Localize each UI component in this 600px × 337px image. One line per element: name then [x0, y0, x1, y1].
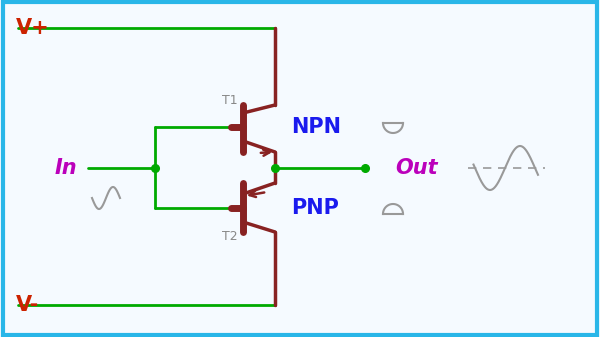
- Text: NPN: NPN: [291, 117, 341, 137]
- Text: PNP: PNP: [291, 198, 339, 218]
- Text: In: In: [55, 158, 77, 178]
- Text: T1: T1: [223, 94, 238, 107]
- Text: V-: V-: [16, 295, 39, 315]
- Text: T2: T2: [223, 230, 238, 243]
- Text: V+: V+: [16, 18, 50, 38]
- Text: Out: Out: [395, 158, 437, 178]
